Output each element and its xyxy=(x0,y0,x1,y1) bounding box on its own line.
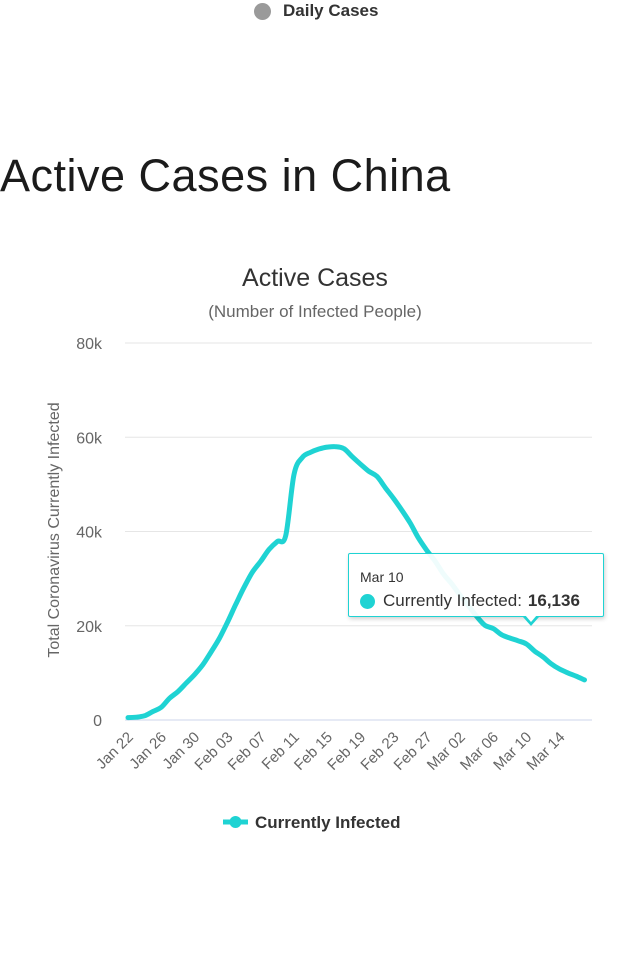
daily-cases-legend-label: Daily Cases xyxy=(283,1,379,20)
tooltip-series-name: Currently Infected xyxy=(383,591,518,610)
x-tick-label: Feb 07 xyxy=(225,729,270,774)
y-axis-label: Total Coronavirus Currently Infected xyxy=(46,402,63,657)
section-heading: Active Cases in China xyxy=(0,150,451,201)
legend-dot-marker xyxy=(229,816,242,828)
tooltip-row: Currently Infected: 16,136 xyxy=(360,591,580,611)
y-tick-label: 60k xyxy=(76,430,103,447)
daily-cases-legend-marker xyxy=(254,2,271,20)
series-line-currently-infected xyxy=(125,444,587,721)
tooltip-date: Mar 10 xyxy=(360,569,404,585)
y-tick-label: 40k xyxy=(76,525,103,542)
y-tick-label: 80k xyxy=(76,336,103,353)
chart-tooltip: Mar 10 Currently Infected: 16,136 xyxy=(348,553,604,617)
daily-cases-legend[interactable]: Daily Cases xyxy=(254,0,378,22)
x-tick-label: Mar 14 xyxy=(523,729,568,774)
chart-title: Active Cases xyxy=(242,264,388,292)
tooltip-pointer-fill xyxy=(525,615,537,622)
chart-subtitle: (Number of Infected People) xyxy=(208,302,422,321)
y-tick-label: 20k xyxy=(76,619,103,636)
y-tick-label: 0 xyxy=(93,713,102,730)
tooltip-series-marker xyxy=(360,593,375,609)
tooltip-value: 16,136 xyxy=(527,591,580,610)
active-cases-chart: Active Cases (Number of Infected People) 0… xyxy=(46,264,592,832)
legend-label-currently-infected: Currently Infected xyxy=(255,813,400,832)
